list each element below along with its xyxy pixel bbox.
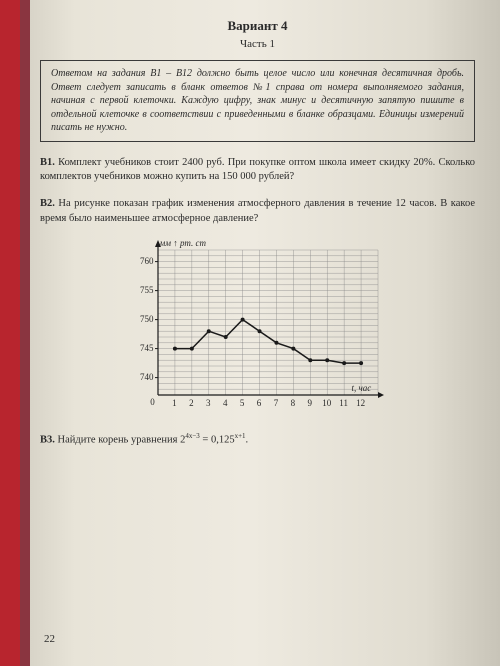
variant-title: Вариант 4 [40,18,475,34]
problem-b1-label: В1. [40,157,55,168]
chart-y-label: мм ↑ рт. ст [160,238,206,248]
problem-b3-text-after: . [246,435,249,446]
chart-xtick: 3 [201,398,215,408]
part-title: Часть 1 [40,38,475,50]
problem-b3-text-mid: = 0,125 [200,435,235,446]
chart-ytick: 745 [130,343,154,353]
chart-xtick: 2 [184,398,198,408]
pressure-chart [128,238,388,418]
chart-xtick: 11 [337,398,351,408]
chart-ytick: 760 [130,256,154,266]
chart-xtick: 9 [303,398,317,408]
problem-b3-exp1: 4x−3 [185,432,199,440]
chart-xtick: 1 [167,398,181,408]
page-number: 22 [44,633,55,645]
problem-b3-label: В3. [40,435,55,446]
problem-b3: В3. Найдите корень уравнения 24x−3 = 0,1… [40,432,475,448]
problem-b1-text: Комплект учебников стоит 2400 руб. При п… [40,157,475,183]
chart-container: мм ↑ рт. стt, час07407457507557601234567… [40,238,475,418]
chart-xtick: 7 [269,398,283,408]
chart-xtick: 5 [235,398,249,408]
problem-b2-text: На рисунке показан график изменения атмо… [40,198,475,224]
chart-ytick: 740 [130,372,154,382]
chart-xtick: 4 [218,398,232,408]
chart-ytick: 755 [130,285,154,295]
instruction-box: Ответом на задания В1 – В12 должно быть … [40,60,475,142]
problem-b3-exp2: x+1 [235,432,246,440]
chart-x-label: t, час [352,383,372,393]
chart-ytick: 750 [130,314,154,324]
problem-b3-text-before: Найдите корень уравнения 2 [58,435,186,446]
chart-xtick: 10 [320,398,334,408]
chart-origin: 0 [146,397,160,407]
chart-xtick: 6 [252,398,266,408]
chart-xtick: 12 [354,398,368,408]
problem-b2-label: В2. [40,198,55,209]
problem-b1: В1. Комплект учебников стоит 2400 руб. П… [40,156,475,185]
problem-b2: В2. На рисунке показан график изменения … [40,197,475,226]
chart-xtick: 8 [286,398,300,408]
